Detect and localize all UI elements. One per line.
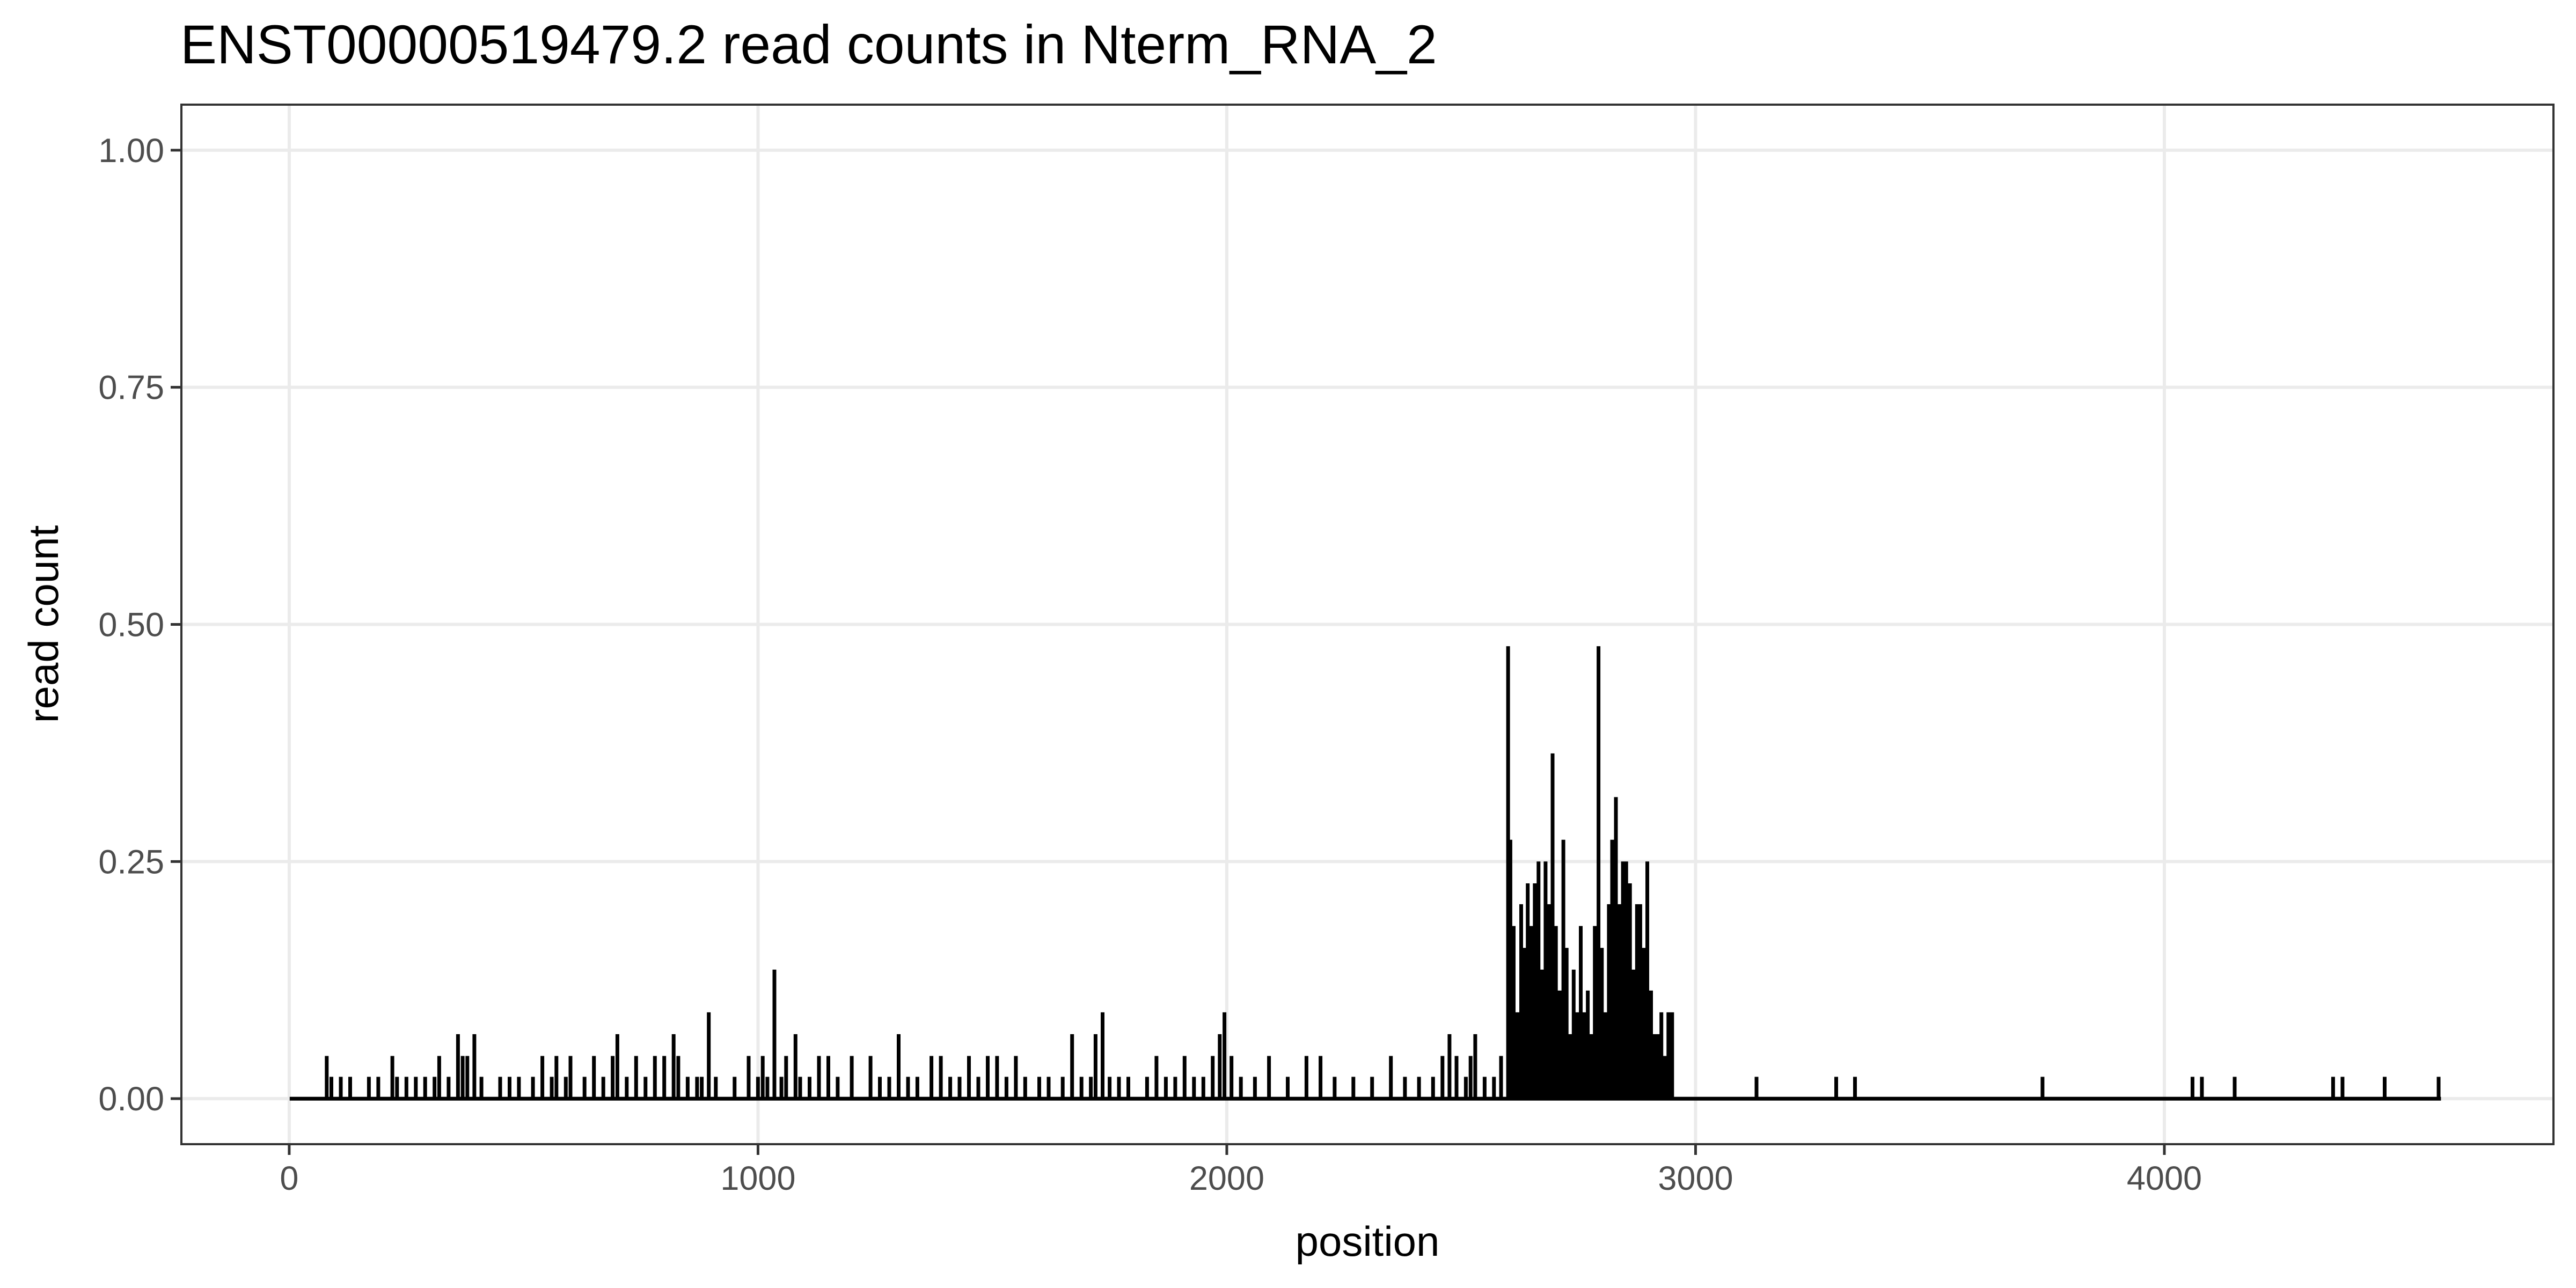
- x-tick-label: 2000: [1189, 1160, 1264, 1197]
- y-axis-title: read count: [20, 525, 67, 723]
- x-tick-label: 3000: [1658, 1160, 1733, 1197]
- y-tick-label: 0.50: [98, 606, 164, 644]
- grid: [181, 105, 2553, 1144]
- y-tick-label: 0.00: [98, 1080, 164, 1118]
- x-tick-label: 0: [280, 1160, 298, 1197]
- axes: 0 1000 2000 3000 4000 0.00 0.25 0.50 0.75 1.00: [98, 132, 2202, 1197]
- y-tick-label: 0.25: [98, 843, 164, 881]
- y-tick-label: 0.75: [98, 369, 164, 407]
- series-line: [289, 646, 2441, 1101]
- chart-title: ENST00000519479.2 read counts in Nterm_R…: [180, 14, 1437, 75]
- x-tick-label: 4000: [2127, 1160, 2202, 1197]
- y-tick-label: 1.00: [98, 132, 164, 170]
- x-axis-title: position: [1296, 1218, 1440, 1265]
- x-tick-label: 1000: [720, 1160, 795, 1197]
- series-layer: [289, 646, 2441, 1101]
